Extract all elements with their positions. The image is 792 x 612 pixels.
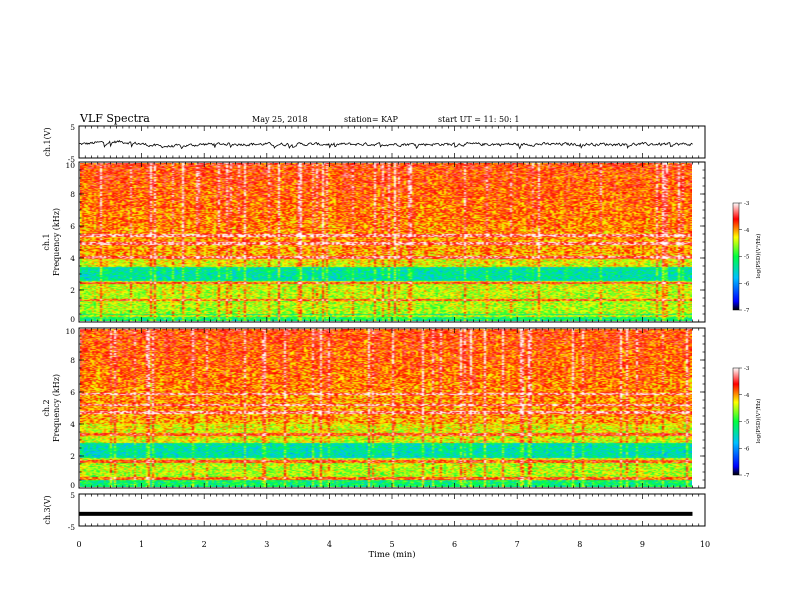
y-tick-label: 10 xyxy=(65,327,75,336)
ch1-colorbar xyxy=(732,202,740,311)
y-tick-label: 6 xyxy=(70,388,75,397)
colorbar-tick-label: -7 xyxy=(744,473,750,479)
colorbar-ticks: -3 -4 -5 -6 -7 -3 -4 -5 -6 -7 xyxy=(739,201,750,479)
x-tick-label: 4 xyxy=(327,540,332,549)
colorbar-tick-label: -6 xyxy=(744,281,750,287)
y-tick-label: 0 xyxy=(70,481,75,490)
y-tick-label: 8 xyxy=(70,356,75,365)
y-tick-label: 5 xyxy=(70,123,75,132)
y-tick-label: 8 xyxy=(70,190,75,199)
y-tick-label: 2 xyxy=(70,452,75,461)
figure-date: May 25, 2018 xyxy=(252,115,308,124)
y-tick-label: 4 xyxy=(70,254,75,263)
colorbar-tick-label: -3 xyxy=(744,201,750,207)
colorbar-tick-label: -5 xyxy=(744,255,750,261)
ch1-colorbar-label: log(PSD)(V²/Hz) xyxy=(755,234,762,279)
y-tick-label: 5 xyxy=(70,491,75,500)
colorbar-tick-label: -7 xyxy=(744,308,750,314)
y-tick-label: 0 xyxy=(70,315,75,324)
y-tick-label: -5 xyxy=(68,155,76,164)
ch1-channel-label: ch.1 xyxy=(42,233,51,250)
ch2-channel-label: ch.2 xyxy=(42,399,51,416)
y-tick-label: 2 xyxy=(70,286,75,295)
ch3-waveform-trace xyxy=(79,511,693,516)
x-tick-label: 7 xyxy=(515,540,520,549)
x-tick-label: 0 xyxy=(76,540,81,549)
x-tick-label: 6 xyxy=(452,540,457,549)
figure-station: station= KAP xyxy=(344,115,399,124)
ch1-waveform-trace xyxy=(79,139,693,150)
figure-title: VLF Spectra xyxy=(79,112,150,125)
ch1-waveform-ylabel: ch.1(V) xyxy=(43,127,52,156)
colorbar-tick-label: -3 xyxy=(744,366,750,372)
colorbar-tick-label: -4 xyxy=(744,228,750,234)
x-tick-label: 9 xyxy=(640,540,645,549)
ch2-spectrogram-image xyxy=(80,329,692,487)
colorbar-tick-label: -6 xyxy=(744,446,750,452)
colorbar-tick-label: -5 xyxy=(744,420,750,426)
ch3-waveform-ylabel: ch.3(V) xyxy=(43,495,52,524)
ch2-spectrogram-ylabel: Frequency (kHz) xyxy=(52,374,61,442)
x-tick-label: 3 xyxy=(264,540,269,549)
ch1-spectrogram-ylabel: Frequency (kHz) xyxy=(52,208,61,276)
ch2-colorbar xyxy=(732,367,740,476)
ch1-spectrogram-image xyxy=(80,163,692,321)
figure-start-time: start UT = 11: 50: 1 xyxy=(438,115,519,124)
x-tick-label: 10 xyxy=(700,540,710,549)
x-tick-label: 2 xyxy=(202,540,207,549)
y-tick-label: 4 xyxy=(70,420,75,429)
x-tick-label: 5 xyxy=(389,540,394,549)
ch2-colorbar-label: log(PSD)(V²/Hz) xyxy=(755,399,762,444)
colorbar-tick-label: -4 xyxy=(744,393,750,399)
y-tick-label: 6 xyxy=(70,222,75,231)
axis-ticks xyxy=(78,125,706,527)
x-tick-label: 1 xyxy=(139,540,144,549)
y-tick-label: 10 xyxy=(65,161,75,170)
x-axis-label: Time (min) xyxy=(368,549,415,560)
x-tick-label: 8 xyxy=(577,540,582,549)
y-tick-label: -5 xyxy=(68,523,76,532)
